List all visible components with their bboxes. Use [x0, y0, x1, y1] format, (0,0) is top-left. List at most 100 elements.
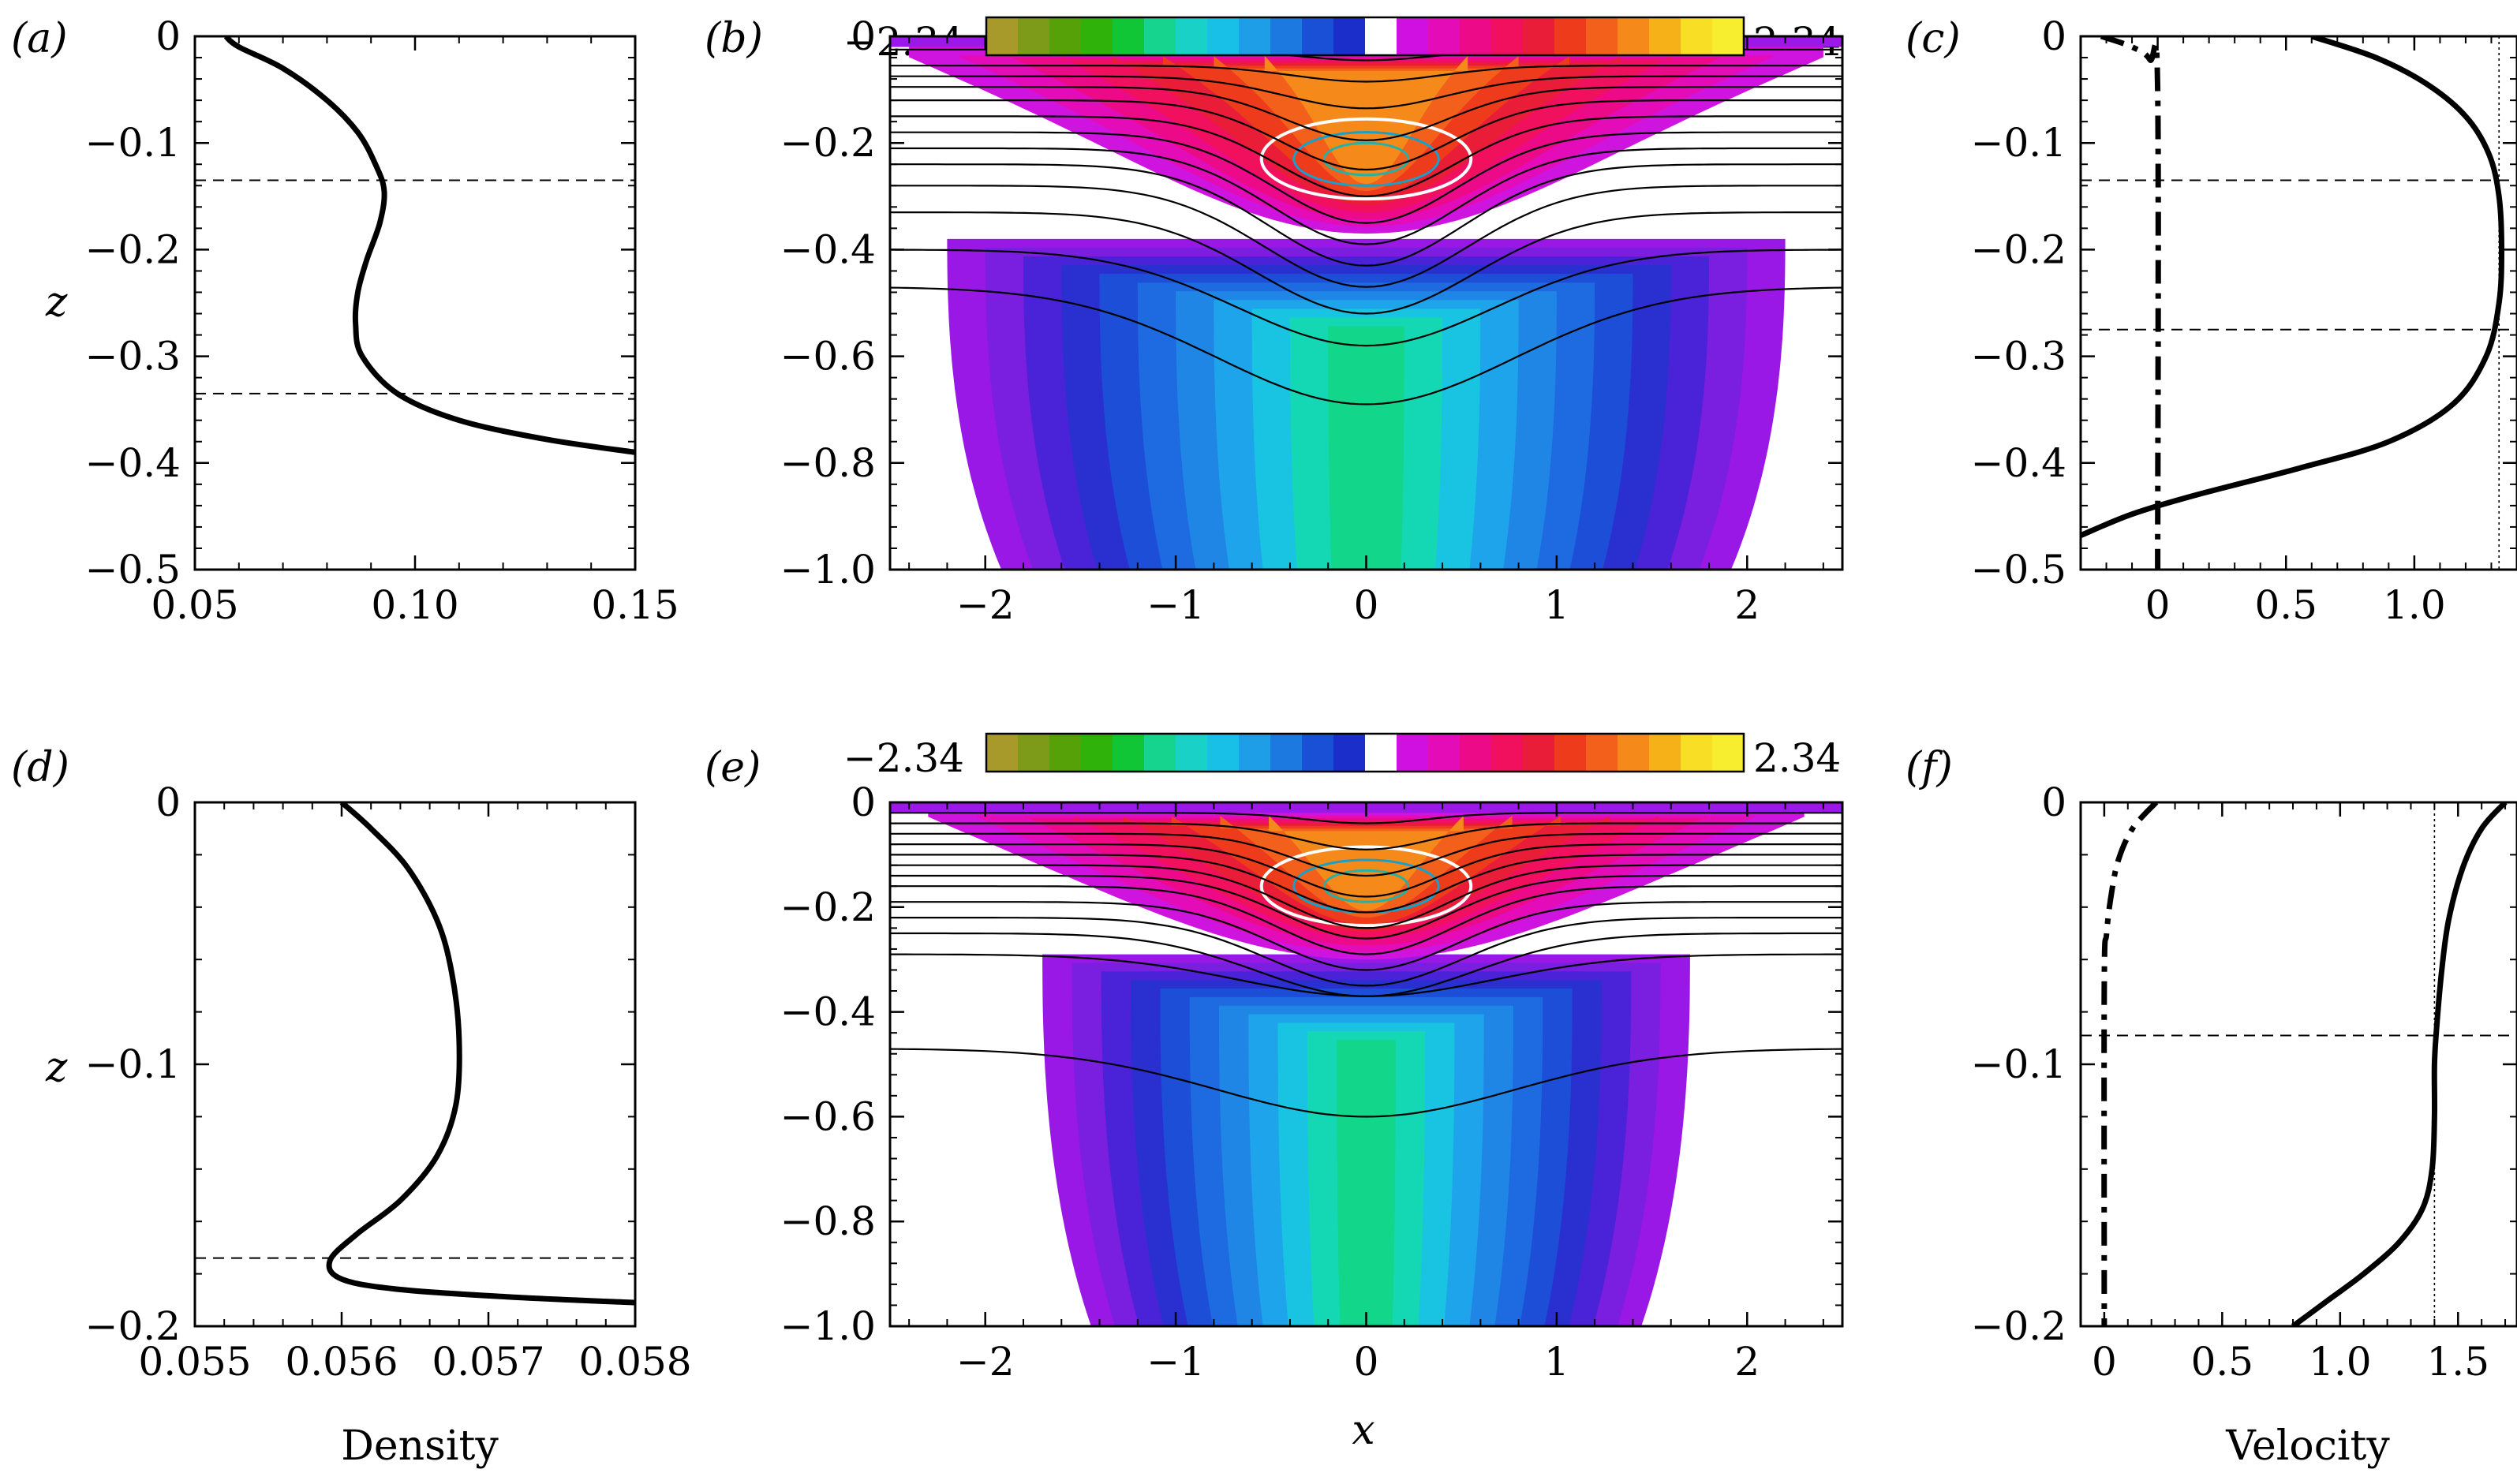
- panel-label-c: (c): [1906, 15, 1961, 62]
- colorbar-swatch: [1523, 734, 1555, 772]
- x-tick-label-e: 2: [1734, 1339, 1760, 1385]
- y-tick-label-f: −0.1: [1971, 1041, 2066, 1087]
- colorbar-swatch: [1176, 734, 1208, 772]
- y-tick-label-a: −0.3: [85, 334, 181, 379]
- y-tick-label-a: −0.2: [85, 226, 181, 272]
- core-contour-inner: [1322, 869, 1410, 903]
- ylabel-d: z: [45, 1044, 68, 1091]
- colorbar-swatch: [1681, 734, 1713, 772]
- colorbar-swatch: [1270, 17, 1303, 55]
- series-u: [2081, 36, 2505, 538]
- streamline: [890, 812, 1842, 824]
- colorbar-swatch: [1649, 17, 1681, 55]
- x-tick-label-f: 0.5: [2191, 1339, 2254, 1385]
- y-tick-label-b: −0.6: [780, 334, 876, 379]
- y-tick-label-a: −0.4: [85, 440, 181, 486]
- colorbar-swatch: [1649, 734, 1681, 772]
- y-tick-label-c: 0: [2041, 13, 2066, 59]
- x-tick-label-c: 0: [2145, 582, 2171, 628]
- y-tick-label-d: −0.1: [85, 1041, 181, 1087]
- y-tick-label-b: −0.4: [780, 226, 876, 272]
- axes-frame-c: [2079, 35, 2517, 571]
- core-contour-inner: [1322, 141, 1410, 177]
- streamline: [890, 885, 1842, 955]
- panel-label-e: (e): [705, 744, 761, 791]
- colorbar-swatch: [1491, 17, 1524, 55]
- streamline: [890, 864, 1842, 929]
- colorbar-swatch: [1618, 17, 1650, 55]
- colorbar-swatch: [1144, 734, 1176, 772]
- xlabel-velocity: Velocity: [2225, 1422, 2390, 1470]
- colorbar-swatch: [1365, 17, 1397, 55]
- colorbar-swatch: [1365, 734, 1397, 772]
- colorbar-swatch: [1302, 734, 1334, 772]
- colorbar-swatch: [1081, 734, 1113, 772]
- colorbar-swatch: [1176, 17, 1208, 55]
- plot-area-b: [890, 36, 1842, 570]
- y-tick-label-d: 0: [155, 779, 181, 825]
- colorbar-swatch: [1113, 17, 1145, 55]
- y-tick-label-b: −0.2: [780, 120, 876, 166]
- axes-frame-f: [2079, 801, 2517, 1328]
- y-tick-label-b: −0.8: [780, 440, 876, 486]
- colorbar-frame: [985, 732, 1745, 773]
- y-tick-label-c: −0.3: [1971, 334, 2066, 379]
- colorbar-swatch: [1618, 734, 1650, 772]
- colorbar-swatch: [986, 17, 1019, 55]
- core-contour-white: [1259, 117, 1473, 201]
- panel-label-f: (f): [1906, 744, 1953, 791]
- colorbar-swatch: [1113, 734, 1145, 772]
- y-tick-label-f: −0.2: [1971, 1303, 2066, 1349]
- colorbar-swatch: [1397, 734, 1429, 772]
- panel-f: 0 0.5 1.0 1.5 0 −0.1 −0.2: [1971, 779, 2517, 1385]
- colorbar-swatch: [1712, 17, 1745, 55]
- streamline: [890, 901, 1842, 971]
- streamline: [890, 131, 1842, 224]
- x-tick-label-e: −2: [956, 1339, 1015, 1385]
- x-tick-label-d: 0.058: [578, 1339, 691, 1385]
- plot-area-e: [890, 802, 1842, 1326]
- colorbar-swatch: [1554, 17, 1587, 55]
- colorbar-frame: [985, 16, 1745, 57]
- streamline: [890, 854, 1842, 914]
- streamline: [890, 822, 1842, 850]
- y-tick-label-e: −0.6: [780, 1093, 876, 1139]
- axes-frame-a: [193, 35, 637, 571]
- x-tick-label-f: 1.5: [2427, 1339, 2490, 1385]
- panel-label-d: (d): [11, 744, 69, 791]
- colorbar-swatch: [1333, 734, 1366, 772]
- colorbar-swatch: [1018, 17, 1050, 55]
- x-tick-label-a: 0.05: [151, 582, 238, 628]
- series-u: [2291, 802, 2508, 1326]
- negative-vorticity-band: [1328, 326, 1404, 570]
- panel-e: −2 −1 0 1 2 0 −0.2 −0.4 −0.6 −0.8 −1.0: [780, 779, 1844, 1385]
- panel-a: 0.05 0.10 0.15 0 −0.1 −0.2 −0.3 −0.4 −0.5: [85, 13, 679, 628]
- streamline: [890, 163, 1842, 267]
- streamline: [890, 185, 1842, 288]
- x-tick-label-c: 1.0: [2383, 582, 2446, 628]
- panel-c: 0 0.5 1.0 0 −0.1 −0.2 −0.3 −0.4 −0.5: [1971, 13, 2517, 628]
- streamline: [890, 147, 1842, 245]
- panel-b: −2 −1 0 1 2 0 −0.2 −0.4 −0.6 −0.8 −1.0: [780, 13, 1844, 628]
- colorbar-swatch: [1081, 17, 1113, 55]
- series-w: [2100, 36, 2161, 570]
- x-tick-label-b: 0: [1354, 582, 1379, 628]
- series-w: [2101, 802, 2159, 1326]
- plot-area-f: [2081, 802, 2517, 1326]
- colorbar-swatch: [1270, 734, 1303, 772]
- y-tick-label-d: −0.2: [85, 1303, 181, 1349]
- y-tick-label-b: 0: [851, 13, 876, 59]
- colorbar-swatch: [1460, 734, 1492, 772]
- core-contour-white: [1259, 845, 1473, 928]
- y-tick-label-e: −0.4: [780, 989, 876, 1035]
- axes-frame-d: [193, 801, 637, 1328]
- colorbar-min-label-bottom: −2.34: [843, 735, 964, 781]
- y-tick-label-a: −0.1: [85, 120, 181, 166]
- x-tick-label-f: 0: [2092, 1339, 2117, 1385]
- x-tick-label-b: −2: [956, 582, 1015, 628]
- streamline: [890, 211, 1842, 315]
- x-tick-label-b: 1: [1544, 582, 1569, 628]
- negative-vorticity-band: [1337, 1040, 1396, 1326]
- y-tick-label-e: −0.2: [780, 884, 876, 930]
- colorbar-swatch: [1239, 17, 1271, 55]
